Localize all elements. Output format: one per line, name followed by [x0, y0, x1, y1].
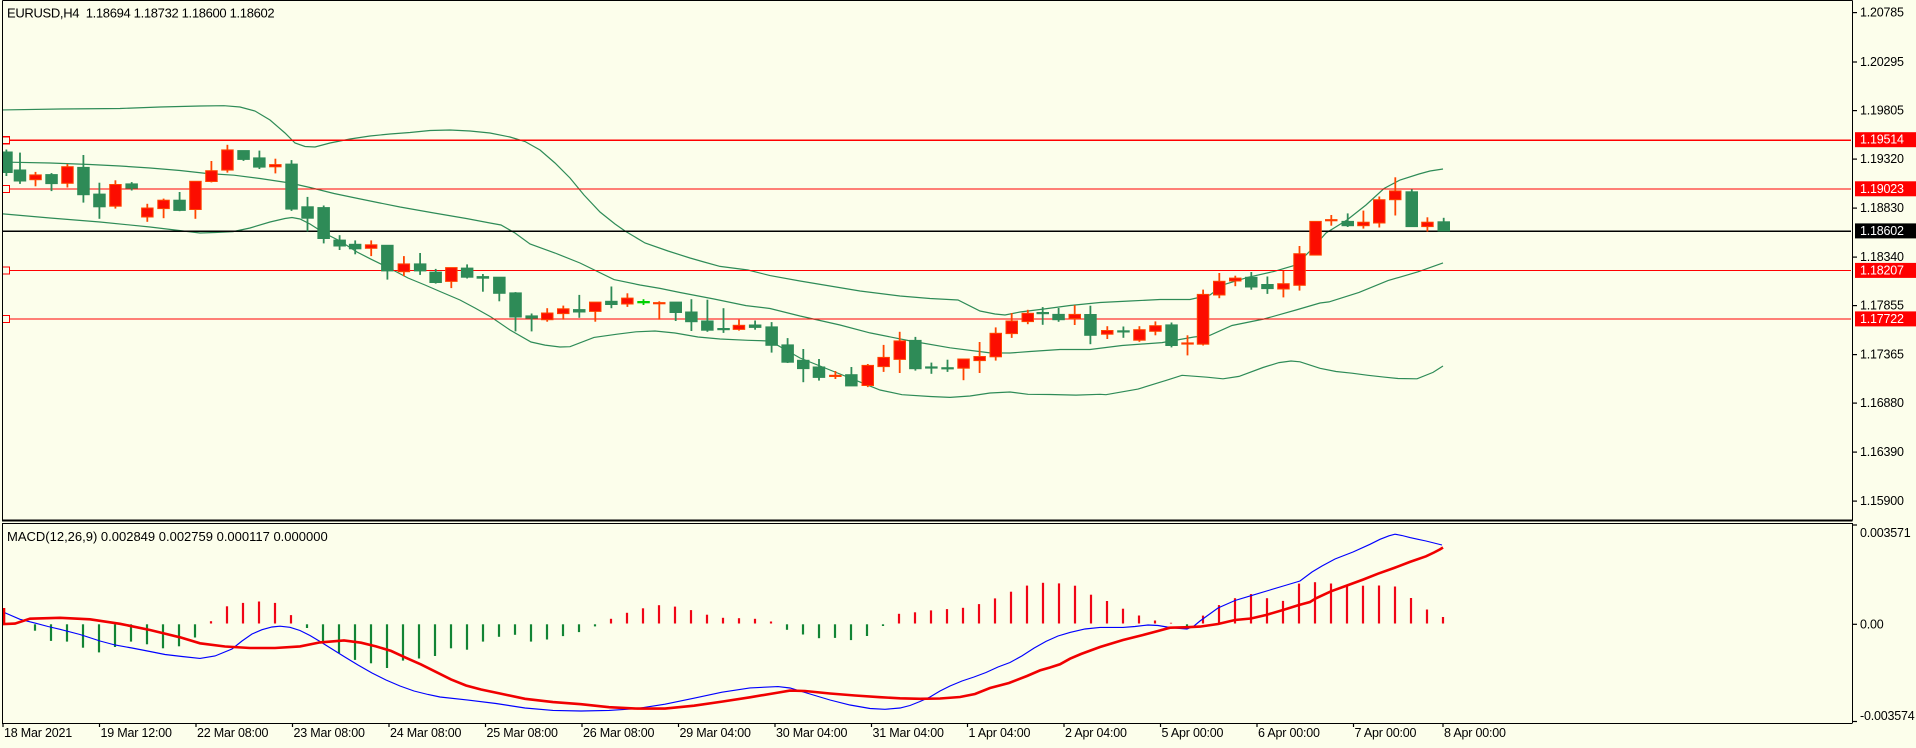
- svg-text:EURUSD,H4 1.18694 1.18732 1.1: EURUSD,H4 1.18694 1.18732 1.18600 1.1860…: [7, 6, 274, 21]
- svg-text:1.17365: 1.17365: [1860, 348, 1904, 362]
- svg-text:1.15900: 1.15900: [1860, 494, 1904, 508]
- svg-text:1.16390: 1.16390: [1860, 445, 1904, 459]
- svg-text:1.18340: 1.18340: [1860, 250, 1904, 264]
- svg-text:30 Mar 04:00: 30 Mar 04:00: [776, 726, 848, 740]
- svg-text:5 Apr 00:00: 5 Apr 00:00: [1162, 726, 1224, 740]
- svg-text:18 Mar 2021: 18 Mar 2021: [4, 726, 72, 740]
- svg-text:25 Mar 08:00: 25 Mar 08:00: [487, 726, 559, 740]
- svg-text:1.17855: 1.17855: [1860, 299, 1904, 313]
- svg-text:31 Mar 04:00: 31 Mar 04:00: [873, 726, 945, 740]
- svg-text:1.19514: 1.19514: [1860, 133, 1904, 147]
- svg-text:22 Mar 08:00: 22 Mar 08:00: [197, 726, 269, 740]
- svg-text:1 Apr 04:00: 1 Apr 04:00: [969, 726, 1031, 740]
- svg-text:1.18830: 1.18830: [1860, 201, 1904, 215]
- svg-text:2 Apr 04:00: 2 Apr 04:00: [1065, 726, 1127, 740]
- svg-text:6 Apr 00:00: 6 Apr 00:00: [1258, 726, 1320, 740]
- svg-text:23 Mar 08:00: 23 Mar 08:00: [294, 726, 366, 740]
- svg-text:19 Mar 12:00: 19 Mar 12:00: [101, 726, 173, 740]
- svg-text:1.19320: 1.19320: [1860, 152, 1904, 166]
- svg-text:24 Mar 08:00: 24 Mar 08:00: [390, 726, 462, 740]
- svg-text:1.20295: 1.20295: [1860, 55, 1904, 69]
- svg-text:MACD(12,26,9) 0.002849 0.00275: MACD(12,26,9) 0.002849 0.002759 0.000117…: [7, 529, 328, 544]
- svg-text:1.20785: 1.20785: [1860, 6, 1904, 20]
- svg-text:0.00: 0.00: [1860, 617, 1884, 631]
- svg-text:7 Apr 00:00: 7 Apr 00:00: [1355, 726, 1417, 740]
- svg-text:1.17722: 1.17722: [1860, 312, 1904, 326]
- svg-text:1.19805: 1.19805: [1860, 104, 1904, 118]
- svg-text:1.19023: 1.19023: [1860, 182, 1904, 196]
- svg-text:26 Mar 08:00: 26 Mar 08:00: [583, 726, 655, 740]
- svg-text:8 Apr 00:00: 8 Apr 00:00: [1444, 726, 1506, 740]
- svg-text:1.16880: 1.16880: [1860, 396, 1904, 410]
- svg-text:29 Mar 04:00: 29 Mar 04:00: [680, 726, 752, 740]
- svg-text:1.18207: 1.18207: [1860, 263, 1904, 277]
- svg-text:0.003571: 0.003571: [1860, 526, 1911, 540]
- svg-text:-0.003574: -0.003574: [1860, 709, 1915, 723]
- svg-text:1.18602: 1.18602: [1860, 224, 1904, 238]
